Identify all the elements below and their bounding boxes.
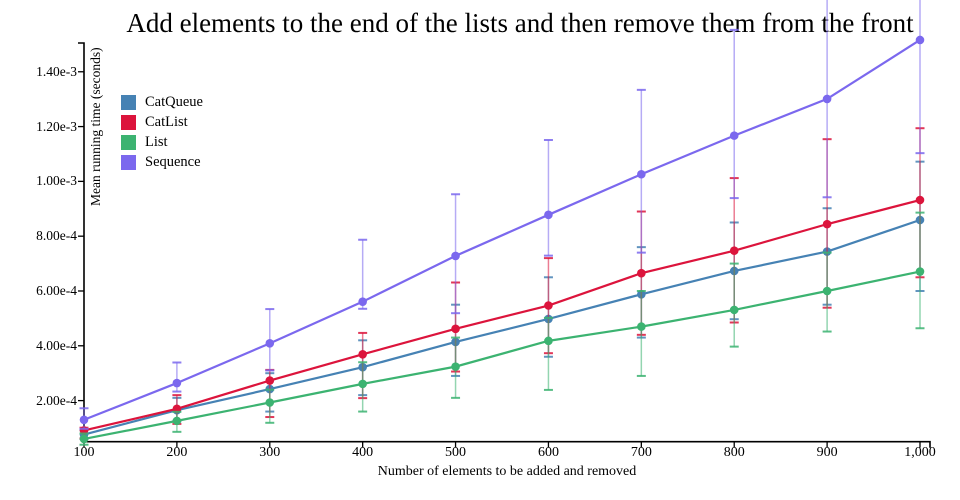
data-point-catqueue — [822, 247, 832, 256]
data-point-list — [729, 305, 739, 315]
chart-title: Add elements to the end of the lists and… — [126, 8, 914, 38]
legend-swatch-icon — [121, 115, 136, 130]
data-point-list — [265, 398, 275, 407]
x-tick-label: 500 — [445, 445, 467, 460]
legend: CatQueue CatList List Sequence — [121, 94, 203, 170]
x-tick-label: 1,000 — [904, 445, 936, 460]
y-tick-label: 4.00e-4 — [36, 337, 77, 353]
x-tick-label: 700 — [630, 445, 652, 460]
data-point-list — [915, 267, 925, 276]
data-point-catqueue — [172, 405, 182, 415]
data-point-list — [79, 434, 89, 444]
data-point-catqueue — [544, 314, 553, 324]
x-tick-label: 100 — [73, 445, 95, 460]
x-tick-label: 400 — [352, 445, 374, 460]
data-point-catlist — [544, 301, 553, 310]
data-point-catlist — [172, 404, 182, 414]
legend-label: CatList — [145, 114, 188, 130]
y-tick-label: 1.20e-3 — [36, 118, 77, 134]
series-line-catqueue — [83, 218, 921, 436]
y-tick-label: 6.00e-4 — [36, 282, 77, 298]
legend-swatch-icon — [121, 95, 136, 110]
legend-item-list: List — [121, 134, 203, 150]
y-tick-label: 1.40e-3 — [36, 63, 77, 79]
data-point-list — [172, 416, 182, 426]
x-tick-label: 200 — [166, 445, 188, 460]
legend-swatch-icon — [121, 135, 136, 150]
data-point-catqueue — [637, 289, 646, 299]
y-tick-label: 1.00e-3 — [36, 173, 77, 189]
data-point-catlist — [79, 426, 89, 435]
data-point-catqueue — [915, 215, 925, 225]
data-point-sequence — [729, 131, 739, 140]
x-tick-label: 300 — [259, 445, 281, 460]
legend-swatch-icon — [121, 155, 136, 170]
data-point-sequence — [358, 297, 367, 306]
x-tick-label: 900 — [816, 445, 838, 460]
data-point-list — [544, 336, 553, 346]
data-point-catlist — [451, 324, 460, 334]
data-point-sequence — [451, 251, 460, 261]
data-point-catlist — [822, 219, 832, 229]
data-point-catlist — [637, 268, 646, 278]
data-point-catlist — [729, 246, 739, 256]
data-point-sequence — [265, 339, 275, 348]
data-point-sequence — [822, 94, 832, 104]
series-line-list — [83, 270, 921, 441]
data-point-sequence — [79, 415, 89, 425]
legend-label: CatQueue — [145, 94, 203, 110]
data-point-list — [822, 286, 832, 296]
data-point-catqueue — [451, 337, 460, 347]
x-axis-label: Number of elements to be added and remov… — [377, 464, 637, 479]
data-point-list — [637, 322, 646, 331]
legend-label: List — [145, 134, 168, 150]
data-point-list — [451, 362, 460, 371]
legend-item-catlist: CatList — [121, 114, 203, 130]
data-point-sequence — [637, 169, 646, 179]
y-tick-label: 2.00e-4 — [36, 392, 77, 408]
data-point-catqueue — [79, 430, 89, 439]
series-line-sequence — [83, 39, 921, 421]
data-point-catqueue — [729, 266, 739, 276]
y-axis-label: Mean running time (seconds) — [88, 47, 103, 207]
data-point-catqueue — [358, 362, 367, 372]
data-point-catqueue — [265, 384, 275, 394]
data-point-catlist — [265, 376, 275, 385]
series-line-catlist — [83, 198, 921, 432]
x-tick-label: 800 — [723, 445, 745, 460]
legend-item-sequence: Sequence — [121, 154, 203, 170]
x-tick-label: 600 — [537, 445, 559, 460]
data-point-sequence — [172, 378, 182, 388]
y-tick-label: 8.00e-4 — [36, 228, 77, 244]
data-point-sequence — [544, 210, 553, 220]
axes — [78, 42, 931, 448]
legend-label: Sequence — [145, 154, 201, 170]
data-point-list — [358, 379, 367, 389]
legend-item-catqueue: CatQueue — [121, 94, 203, 110]
data-point-catlist — [915, 195, 925, 205]
data-point-catlist — [358, 349, 367, 359]
